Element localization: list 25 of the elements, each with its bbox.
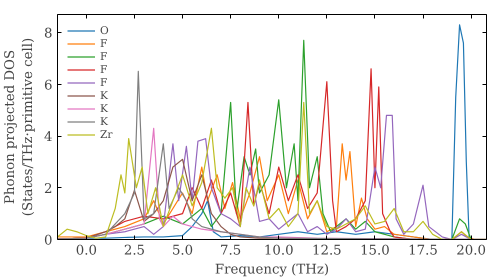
legend-label: F <box>100 76 108 89</box>
x-tick-label: 20.0 <box>456 244 486 258</box>
x-axis-title: Frequency (THz) <box>214 262 330 278</box>
y-tick-label: 4 <box>44 130 53 146</box>
y-tick-label: 6 <box>44 78 53 94</box>
legend-label: O <box>100 24 110 37</box>
x-tick-label: 10.0 <box>264 244 294 258</box>
x-tick-label: 0.0 <box>76 244 97 258</box>
x-tick-label: 5.0 <box>172 244 194 258</box>
y-tick-label: 8 <box>44 26 53 42</box>
x-tick-label: 7.5 <box>220 244 242 258</box>
x-tick-label: 17.5 <box>408 244 438 258</box>
legend-label: F <box>100 63 108 76</box>
legend-label: Zr <box>100 128 114 141</box>
legend-label: K <box>100 89 110 102</box>
y-tick-label: 0 <box>44 234 53 248</box>
x-tick-label: 15.0 <box>360 244 390 258</box>
legend-label: F <box>100 37 108 50</box>
x-tick-label: 2.5 <box>124 244 146 258</box>
y-tick-label: 2 <box>44 182 53 197</box>
legend-label: K <box>100 102 110 115</box>
x-tick-label: 12.5 <box>312 244 342 258</box>
legend-label: F <box>100 50 108 63</box>
y-axis-title: Phonon projected DOS (States/THz·primitive cell) <box>3 38 36 216</box>
legend-label: K <box>100 115 110 128</box>
